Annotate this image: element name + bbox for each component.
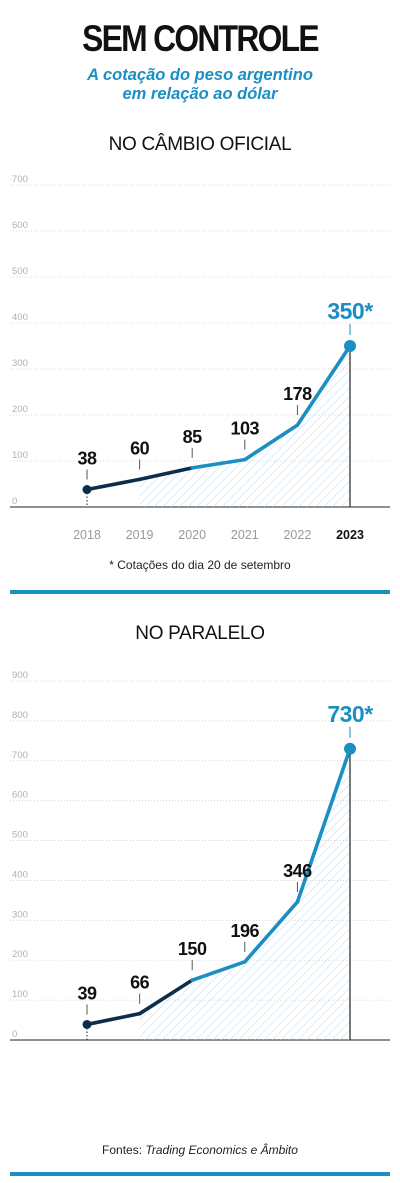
y-tick-label: 200	[12, 949, 28, 960]
bottom-divider	[10, 1172, 390, 1176]
area-fill	[139, 748, 350, 1040]
chart-subtitle: A cotação do peso argentino em relação a…	[0, 66, 400, 104]
x-tick-label: 2018	[73, 528, 101, 542]
series-line-segment	[190, 457, 247, 470]
x-tick-label: 2021	[231, 528, 259, 542]
data-point-first	[82, 1019, 92, 1029]
y-tick-label: 500	[12, 830, 28, 841]
series-line-segment	[85, 1011, 142, 1027]
series-line-segment	[243, 423, 300, 462]
section-divider	[10, 590, 390, 594]
y-tick-label: 300	[12, 358, 28, 369]
series-line-segment	[137, 466, 194, 482]
data-label: 346	[283, 861, 312, 881]
footnote: * Cotações do dia 20 de setembro	[109, 558, 291, 572]
data-label: 38	[77, 449, 97, 469]
y-tick-label: 700	[12, 174, 28, 185]
y-tick-label: 400	[12, 312, 28, 323]
series-line-segment	[295, 344, 352, 427]
y-tick-label: 500	[12, 266, 28, 277]
sources-prefix: Fontes:	[102, 1143, 143, 1157]
y-tick-label: 300	[12, 909, 28, 920]
y-tick-label: 400	[12, 869, 28, 880]
y-tick-label: 700	[12, 750, 28, 761]
data-label: 39	[77, 983, 97, 1003]
subtitle-line-1: A cotação do peso argentino	[87, 66, 313, 84]
data-label: 66	[130, 973, 150, 993]
x-tick-label: 2023	[336, 528, 364, 542]
series-line-segment	[85, 477, 142, 492]
y-tick-label: 800	[12, 710, 28, 721]
parallel-rate-chart: 0 100 200 300 400 500 600 700 800 900 39 66 150 196 34…	[10, 670, 390, 1041]
series-line-segment	[295, 747, 352, 904]
y-tick-label: 900	[12, 670, 28, 681]
y-tick-label: 0	[12, 1029, 17, 1040]
data-label: 103	[231, 419, 260, 439]
data-label: 60	[130, 438, 150, 458]
data-point-last	[344, 742, 356, 755]
parallel-rate-title: NO PARALELO	[135, 623, 265, 644]
chart-title: SEM CONTROLE	[82, 18, 319, 59]
official-rate-title: NO CÂMBIO OFICIAL	[108, 134, 292, 155]
y-tick-label: 0	[12, 496, 17, 507]
series-line-segment	[137, 978, 194, 1016]
subtitle-line-2: em relação ao dólar	[122, 85, 278, 103]
series-line-segment	[243, 900, 300, 964]
area-fill	[139, 346, 350, 507]
x-tick-label: 2020	[178, 528, 206, 542]
data-label: 730*	[327, 701, 373, 727]
data-point-first	[82, 485, 92, 495]
sources-names: Trading Economics e Âmbito	[145, 1143, 298, 1157]
data-label: 196	[231, 921, 260, 941]
y-tick-label: 600	[12, 790, 28, 801]
data-label: 150	[178, 939, 207, 959]
official-rate-chart: 0 100 200 300 400 500 600 700 38 60 85 103 178 350* 20…	[10, 174, 390, 542]
sources: Fontes: Trading Economics e Âmbito	[0, 1143, 400, 1157]
y-tick-label: 100	[12, 450, 28, 461]
data-label: 85	[183, 427, 203, 447]
x-tick-label: 2019	[126, 528, 154, 542]
data-label: 350*	[327, 298, 373, 324]
x-tick-label: 2022	[283, 528, 311, 542]
data-point-last	[344, 340, 356, 352]
y-tick-label: 100	[12, 989, 28, 1000]
y-tick-label: 600	[12, 220, 28, 231]
data-label: 178	[283, 384, 312, 404]
y-tick-label: 200	[12, 404, 28, 415]
series-line-segment	[190, 960, 247, 982]
